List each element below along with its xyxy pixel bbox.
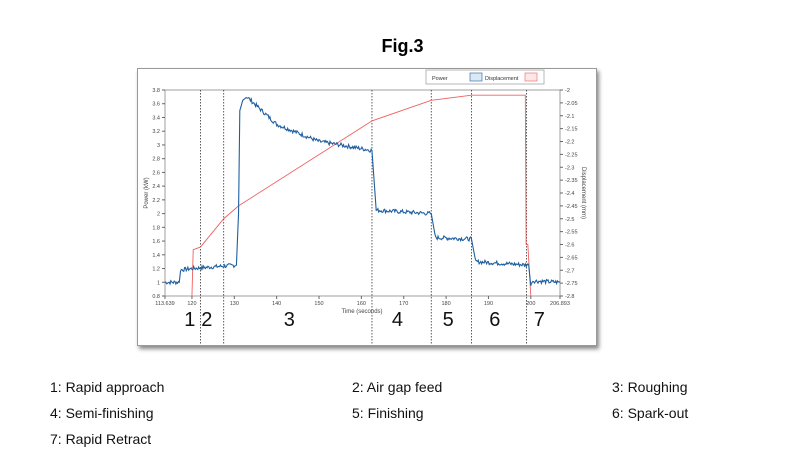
y-tick-label: 2.4 — [152, 184, 160, 190]
power-line — [164, 96, 561, 286]
legend-power-swatch — [469, 72, 483, 82]
y2-tick-label: -2.55 — [565, 230, 578, 236]
y-tick-label: 1.6 — [152, 239, 160, 245]
y2-tick-label: -2.05 — [565, 101, 578, 107]
y2-axis-label: Displacement (mm) — [580, 167, 586, 219]
y2-tick-label: -2.15 — [565, 127, 578, 133]
y2-tick-label: -2.6 — [565, 243, 574, 249]
y-tick-label: 2.6 — [152, 170, 160, 176]
y2-tick-label: -2 — [565, 88, 570, 94]
x-tick-label: 206.893 — [550, 301, 570, 307]
legend-displacement: Displacement — [485, 76, 519, 82]
y-tick-label: 2.8 — [152, 157, 160, 163]
phase-number: 6 — [489, 309, 500, 331]
phase-number: 5 — [443, 309, 454, 331]
y2-tick-label: -2.5 — [565, 217, 574, 223]
y2-tick-label: -2.3 — [565, 165, 574, 171]
y-tick-label: 3.4 — [152, 115, 160, 121]
y2-tick-label: -2.45 — [565, 204, 578, 210]
legend-box — [425, 69, 545, 85]
phase-legend-6: 6: Spark-out — [612, 405, 689, 421]
x-axis-label: Time (seconds) — [341, 309, 382, 315]
y2-tick-label: -2.65 — [565, 255, 578, 261]
x-tick-label: 160 — [357, 301, 366, 307]
phase-legend-1: 1: Rapid approach — [50, 379, 165, 395]
phase-number: 7 — [534, 309, 545, 331]
legend-displacement-swatch — [524, 72, 538, 82]
x-tick-label: 140 — [272, 301, 281, 307]
y-tick-label: 3.2 — [152, 129, 160, 135]
phase-number: 2 — [201, 309, 212, 331]
x-tick-label: 150 — [314, 301, 323, 307]
y-tick-label: 1.2 — [152, 267, 160, 273]
figure-title: Fig.3 — [381, 36, 424, 56]
legend-power: Power — [432, 76, 448, 82]
phase-number: 1 — [184, 309, 195, 331]
y2-tick-label: -2.35 — [565, 178, 578, 184]
x-tick-label: 113.639 — [155, 301, 174, 307]
phase-number: 3 — [284, 309, 295, 331]
displacement-line — [191, 94, 532, 297]
y-tick-label: 2.2 — [152, 198, 160, 204]
y-tick-label: 1 — [157, 280, 160, 286]
x-tick-label: 200 — [526, 301, 535, 307]
phase-legend-4: 4: Semi-finishing — [50, 405, 154, 421]
y2-tick-label: -2.75 — [565, 281, 578, 287]
phase-legend-2: 2: Air gap feed — [352, 379, 443, 395]
phase-legend-5: 5: Finishing — [352, 405, 424, 421]
y-tick-label: 3.8 — [152, 88, 160, 94]
phase-legend-3: 3: Roughing — [612, 379, 688, 395]
chart-frame — [137, 68, 597, 346]
phase-number: 4 — [392, 309, 403, 331]
y-tick-label: 1.8 — [152, 225, 160, 231]
y2-tick-label: -2.4 — [565, 191, 574, 197]
y2-tick-label: -2.2 — [565, 140, 574, 146]
y2-tick-label: -2.7 — [565, 268, 574, 274]
y-tick-label: 1.4 — [152, 253, 160, 259]
y2-tick-label: -2.1 — [565, 114, 574, 120]
x-tick-label: 180 — [441, 301, 450, 307]
phase-legend-7: 7: Rapid Retract — [50, 431, 152, 447]
y-tick-label: 0.8 — [152, 294, 160, 300]
x-tick-label: 120 — [187, 301, 196, 307]
y2-tick-label: -2.8 — [565, 294, 574, 300]
x-tick-label: 170 — [399, 301, 408, 307]
y-axis-label: Power (kW) — [144, 177, 150, 208]
x-tick-label: 190 — [484, 301, 493, 307]
y-tick-label: 3.6 — [152, 102, 160, 108]
y-tick-label: 2 — [157, 212, 160, 218]
y2-tick-label: -2.25 — [565, 152, 578, 158]
y-tick-label: 3 — [157, 143, 160, 149]
x-tick-label: 130 — [230, 301, 239, 307]
